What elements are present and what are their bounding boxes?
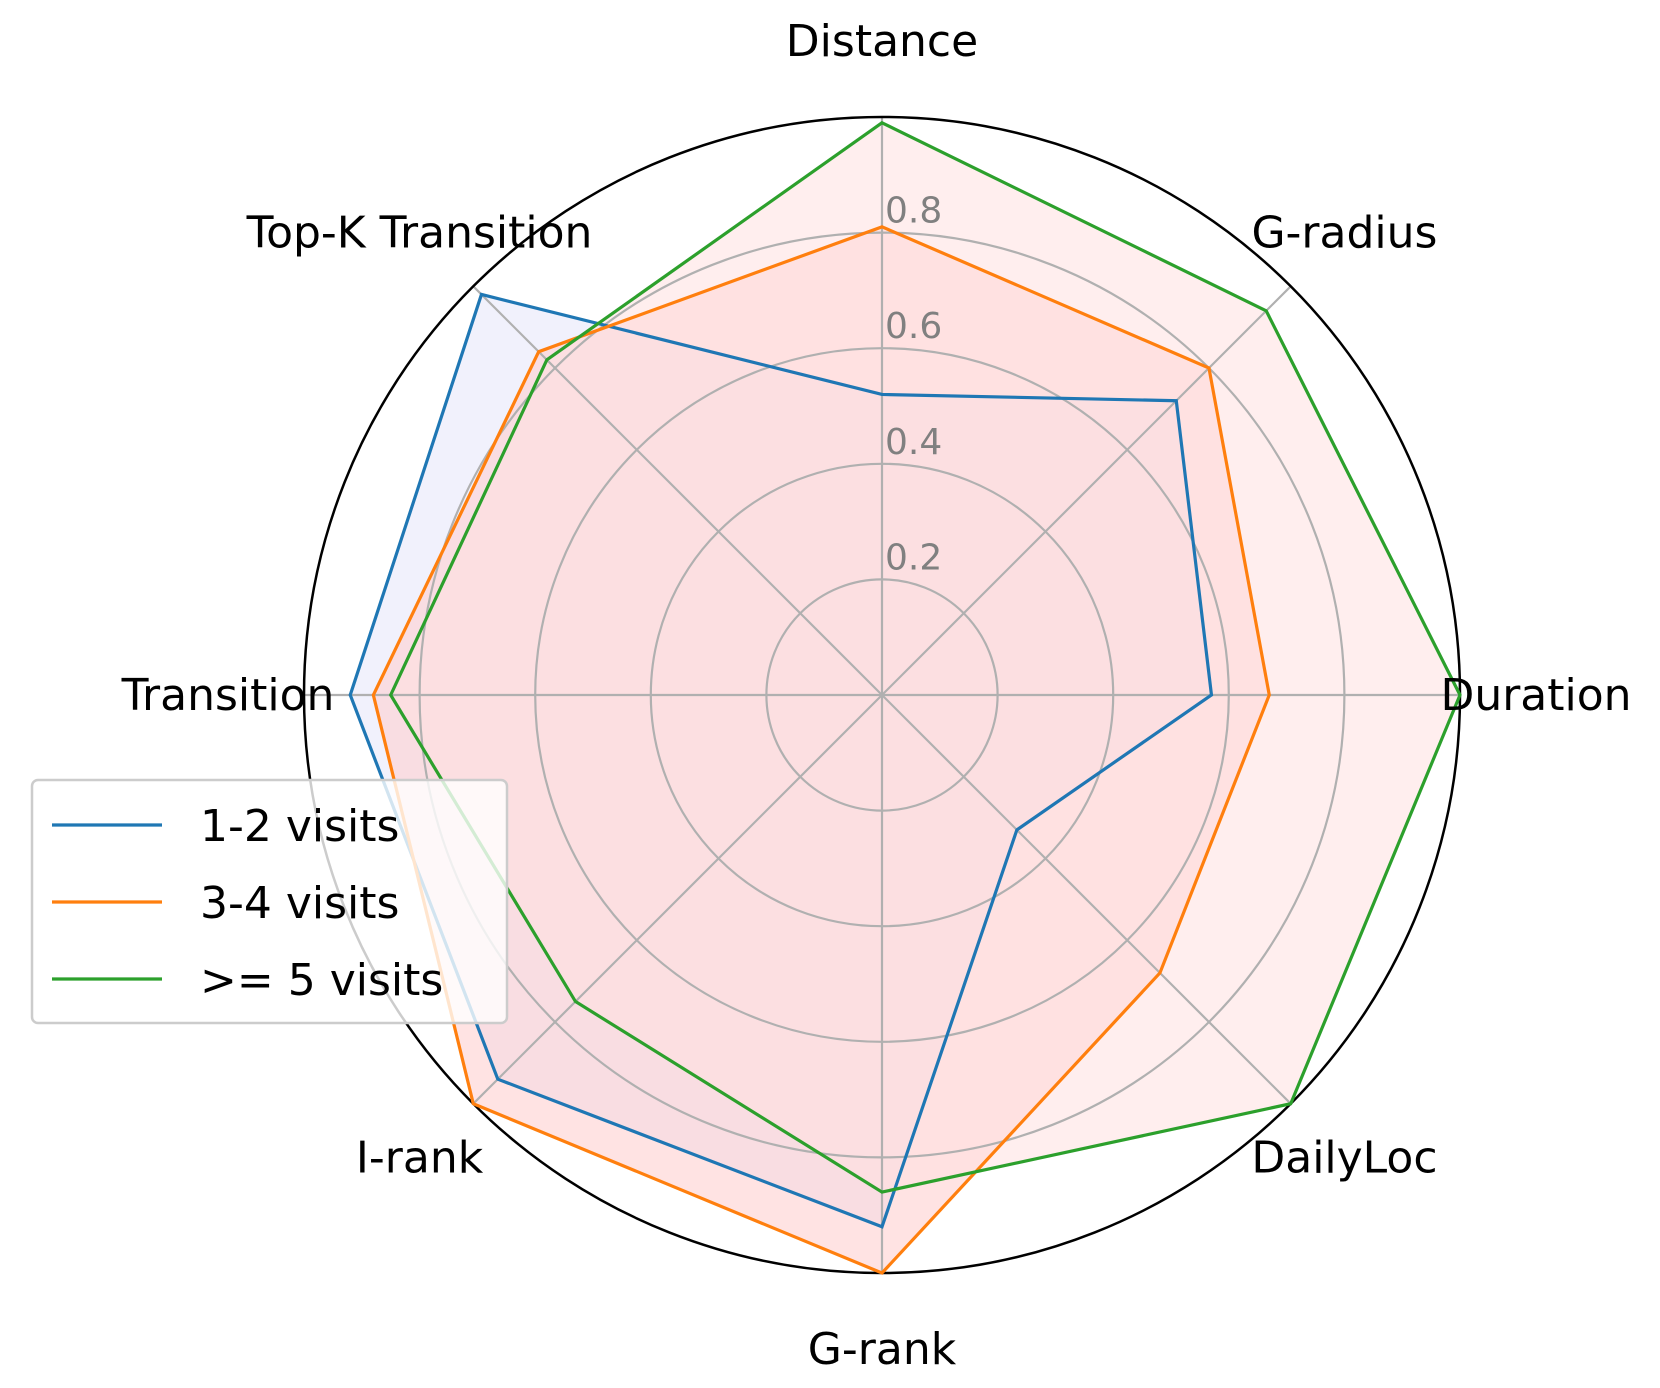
spoke-8 [472, 285, 883, 696]
axis-label-i-rank: I-rank [356, 1132, 484, 1183]
series-lines [348, 120, 1462, 1275]
series-line-1 [348, 292, 1214, 1229]
axis-label-top-k-transition: Top-K Transition [246, 208, 593, 259]
axis-label-transition: Transition [121, 670, 335, 721]
legend-label-2: 3-4 visits [200, 878, 399, 929]
spoke-4 [881, 694, 1292, 1105]
radial-tick-label: 0.4 [885, 422, 942, 463]
radial-tick-label: 0.8 [885, 191, 942, 232]
radial-tick-label: 0.6 [885, 306, 942, 347]
series-fill-3 [390, 122, 1461, 1193]
spoke-2 [881, 285, 1292, 696]
axis-labels: Distance G-radius Duration DailyLoc G-rank I-… [121, 16, 1632, 1375]
legend-label-3: >= 5 visits [200, 955, 443, 1006]
axis-label-g-radius: G-radius [1251, 208, 1437, 259]
legend-box [30, 778, 509, 1025]
spoke-6 [472, 694, 883, 1105]
axis-label-duration: Duration [1440, 670, 1631, 721]
legend-label-1: 1-2 visits [200, 801, 399, 852]
series-fills [350, 122, 1461, 1273]
axis-label-g-rank: G-rank [808, 1324, 957, 1375]
axis-label-distance: Distance [786, 16, 978, 67]
radial-tick-label: 0.2 [885, 537, 942, 578]
series-line-3 [388, 120, 1462, 1194]
legend: 1-2 visits 3-4 visits >= 5 visits [30, 778, 509, 1025]
series-line-2 [371, 225, 1271, 1275]
radial-grid: 0.2 0.4 0.6 0.8 [302, 115, 1462, 1275]
axis-label-dailyloc: DailyLoc [1251, 1132, 1437, 1183]
